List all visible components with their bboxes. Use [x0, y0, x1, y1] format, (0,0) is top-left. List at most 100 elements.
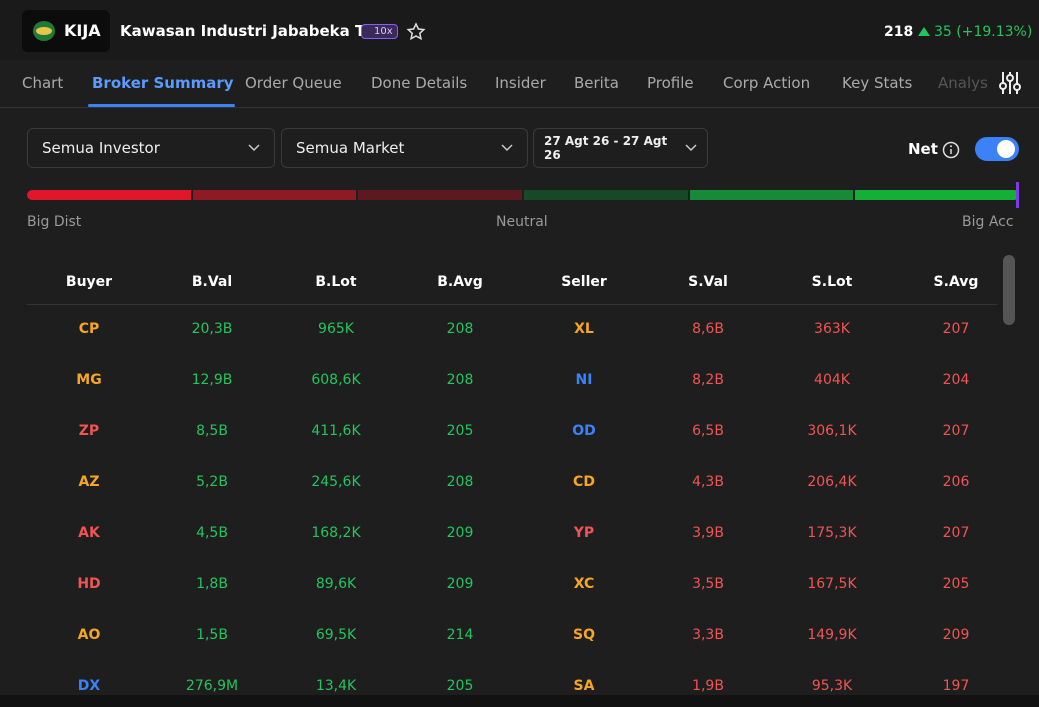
broker-code[interactable]: NI	[575, 372, 593, 388]
broker-code[interactable]: CP	[78, 321, 100, 337]
tab[interactable]: Chart	[22, 74, 64, 92]
cell: 3,3B	[692, 627, 724, 643]
cell: 95,3K	[811, 678, 853, 694]
cell: 6,5B	[692, 423, 724, 439]
company-name: Kawasan Industri Jababeka Tbk.	[120, 22, 392, 40]
cell: 8,6B	[692, 321, 724, 337]
star-icon[interactable]	[406, 22, 426, 42]
broker-code[interactable]: OD	[572, 423, 596, 439]
ticker: KIJA	[64, 21, 101, 40]
cell: 69,5K	[315, 627, 357, 643]
column-header: Seller	[561, 274, 607, 290]
broker-code[interactable]: HD	[77, 576, 101, 592]
cell: 306,1K	[807, 423, 857, 439]
cell: 89,6K	[315, 576, 357, 592]
cell: 5,2B	[196, 474, 228, 490]
tab[interactable]: Key Stats	[842, 74, 913, 92]
meter-segment	[855, 190, 1020, 200]
broker-code[interactable]: SA	[573, 678, 595, 694]
cell: 204	[942, 372, 970, 388]
broker-code[interactable]: AK	[78, 525, 100, 541]
investor-label: Semua Investor	[42, 139, 160, 157]
cell: 20,3B	[191, 321, 233, 337]
cell: 12,9B	[191, 372, 233, 388]
toggle-knob	[997, 140, 1015, 158]
tab[interactable]: Corp Action	[723, 74, 811, 92]
investor-dropdown[interactable]: Semua Investor	[27, 128, 275, 168]
logo	[33, 21, 55, 41]
date-label: 27 Agt 26 - 27 Agt 26	[544, 134, 668, 162]
cell: 4,5B	[196, 525, 228, 541]
tab[interactable]: Analys	[938, 74, 988, 92]
meter-segment	[358, 190, 523, 200]
cell: 608,6K	[311, 372, 361, 388]
cell: 205	[446, 678, 474, 694]
cell: 214	[446, 627, 474, 643]
broker-code[interactable]: YP	[573, 525, 595, 541]
chevron	[685, 144, 697, 152]
meter-segment	[689, 190, 854, 200]
scrollbar[interactable]	[1003, 255, 1015, 325]
market-dropdown[interactable]: Semua Market	[281, 128, 528, 168]
meter-segment	[192, 190, 357, 200]
cell: 209	[446, 576, 474, 592]
cell: 404K	[814, 372, 850, 388]
meter-right: Big Acc	[962, 214, 1014, 230]
column-header: S.Avg	[933, 274, 979, 290]
cell: 13,4K	[315, 678, 357, 694]
tab[interactable]: Profile	[647, 74, 694, 92]
cell: 8,5B	[196, 423, 228, 439]
broker-code[interactable]: XL	[574, 321, 594, 337]
tab[interactable]: Berita	[574, 74, 619, 92]
broker-code[interactable]: CD	[573, 474, 595, 490]
meter-segment	[524, 190, 688, 200]
broker-code[interactable]: DX	[77, 678, 101, 694]
cell: 4,3B	[692, 474, 724, 490]
cell: 206,4K	[807, 474, 857, 490]
column-header: S.Lot	[811, 274, 853, 290]
info-icon[interactable]	[942, 141, 960, 159]
broker-table: Buyer B.Val B.Lot B.Avg Seller S.Val S.Lot S.Av…	[27, 255, 1019, 695]
cell: 207	[942, 423, 970, 439]
settings-icon[interactable]	[998, 70, 1022, 96]
tab-underline	[88, 104, 235, 107]
cell: 207	[942, 525, 970, 541]
cell: 167,5K	[807, 576, 857, 592]
cell: 149,9K	[807, 627, 857, 643]
cell: 363K	[814, 321, 850, 337]
tab[interactable]: Order Queue	[245, 74, 342, 92]
column-header: Buyer	[65, 274, 113, 290]
tab[interactable]: Broker Summary	[92, 74, 234, 92]
price-change: 35 (+19.13%)	[934, 24, 1033, 40]
header-divider	[27, 304, 997, 305]
broker-code[interactable]: AO	[77, 627, 101, 643]
broker-code[interactable]: SQ	[573, 627, 595, 643]
cell: 1,9B	[692, 678, 724, 694]
broker-code[interactable]: AZ	[78, 474, 100, 490]
chevron	[248, 144, 260, 152]
cell: 209	[942, 627, 970, 643]
net-label: Net	[908, 140, 938, 158]
cell: 8,2B	[692, 372, 724, 388]
cell: 411,6K	[311, 423, 361, 439]
cell: 197	[942, 678, 970, 694]
broker-code[interactable]: ZP	[78, 423, 100, 439]
tab[interactable]: Insider	[495, 74, 546, 92]
broker-code[interactable]: XC	[573, 576, 595, 592]
footer-strip	[0, 695, 1039, 707]
badge: 10x	[361, 24, 398, 39]
ticker-box[interactable]: KIJA	[22, 10, 110, 52]
tab[interactable]: Done Details	[371, 74, 468, 92]
cell: 205	[446, 423, 474, 439]
cell: 208	[446, 474, 474, 490]
cell: 209	[446, 525, 474, 541]
cell: 1,8B	[196, 576, 228, 592]
tab-bar: Chart Broker Summary Order Queue Done Detai…	[0, 60, 1039, 108]
date-dropdown[interactable]: 27 Agt 26 - 27 Agt 26	[533, 128, 708, 168]
market-label: Semua Market	[296, 139, 405, 157]
cell: 245,6K	[311, 474, 361, 490]
net-toggle[interactable]	[975, 137, 1019, 161]
cell: 175,3K	[807, 525, 857, 541]
broker-code[interactable]: MG	[76, 372, 102, 388]
